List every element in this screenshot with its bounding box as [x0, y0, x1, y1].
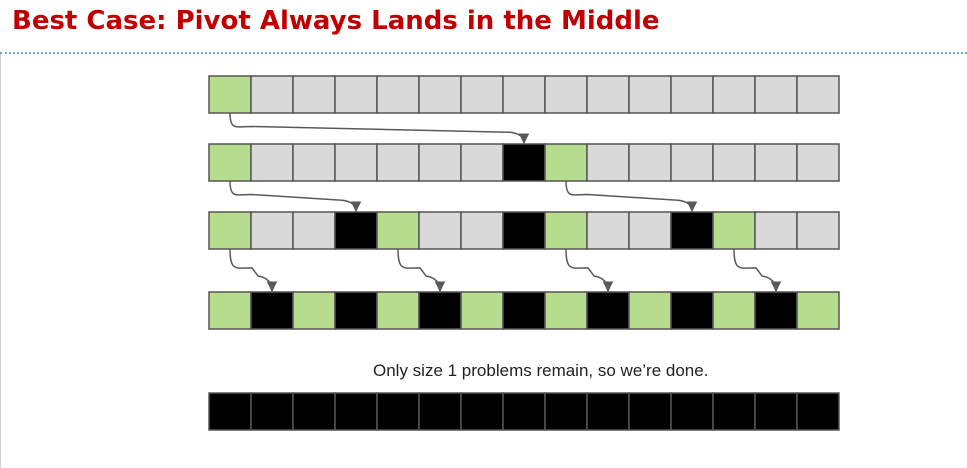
unsorted-cell — [418, 143, 462, 182]
unsorted-cell — [586, 143, 630, 182]
slide-left-border — [0, 54, 1, 468]
sorted-cell — [502, 143, 546, 182]
unsorted-cell — [712, 143, 756, 182]
unsorted-cell — [460, 75, 504, 114]
unsorted-cell — [628, 75, 672, 114]
recursion-arrow — [229, 112, 530, 145]
array-row-4 — [208, 291, 840, 330]
sorted-cell — [712, 392, 756, 431]
sorted-cell — [334, 392, 378, 431]
sorted-cell — [754, 392, 798, 431]
unsorted-cell — [250, 211, 294, 250]
sorted-cell — [628, 392, 672, 431]
unsorted-cell — [670, 75, 714, 114]
unsorted-cell — [670, 143, 714, 182]
unsorted-cell — [292, 75, 336, 114]
array-row-2 — [208, 143, 840, 182]
done-caption: Only size 1 problems remain, so we’re do… — [373, 361, 709, 380]
array-row-3 — [208, 211, 840, 250]
sorted-cell — [586, 392, 630, 431]
sorted-cell — [502, 291, 546, 330]
pivot-cell — [208, 211, 252, 250]
unsorted-cell — [754, 75, 798, 114]
unsorted-cell — [796, 75, 840, 114]
sorted-cell — [334, 211, 378, 250]
sorted-cell — [544, 392, 588, 431]
unsorted-cell — [796, 143, 840, 182]
page-title: Best Case: Pivot Always Lands in the Mid… — [12, 6, 660, 36]
array-row-1 — [208, 75, 840, 114]
pivot-cell — [208, 291, 252, 330]
pivot-cell — [628, 291, 672, 330]
sorted-cell — [418, 291, 462, 330]
unsorted-cell — [292, 143, 336, 182]
array-row-5 — [208, 392, 840, 431]
title-divider — [0, 52, 967, 54]
unsorted-cell — [754, 143, 798, 182]
pivot-cell — [376, 291, 420, 330]
recursion-arrows — [229, 112, 782, 293]
unsorted-cell — [796, 211, 840, 250]
sorted-cell — [460, 392, 504, 431]
unsorted-cell — [502, 75, 546, 114]
recursion-arrow — [229, 248, 278, 293]
unsorted-cell — [754, 211, 798, 250]
sorted-cell — [334, 291, 378, 330]
unsorted-cell — [712, 75, 756, 114]
unsorted-cell — [292, 211, 336, 250]
array-rows — [208, 75, 840, 431]
pivot-cell — [208, 143, 252, 182]
unsorted-cell — [376, 75, 420, 114]
pivot-cell — [376, 211, 420, 250]
unsorted-cell — [586, 211, 630, 250]
unsorted-cell — [250, 143, 294, 182]
recursion-arrow — [397, 248, 446, 293]
recursion-arrow — [229, 180, 362, 213]
sorted-cell — [502, 392, 546, 431]
pivot-cell — [208, 75, 252, 114]
pivot-cell — [712, 211, 756, 250]
unsorted-cell — [628, 143, 672, 182]
unsorted-cell — [418, 75, 462, 114]
sorted-cell — [376, 392, 420, 431]
sorted-cell — [250, 392, 294, 431]
pivot-cell — [544, 211, 588, 250]
sorted-cell — [796, 392, 840, 431]
pivot-cell — [712, 291, 756, 330]
pivot-cell — [292, 291, 336, 330]
unsorted-cell — [628, 211, 672, 250]
sorted-cell — [418, 392, 462, 431]
sorted-cell — [670, 291, 714, 330]
sorted-cell — [670, 211, 714, 250]
sorted-cell — [754, 291, 798, 330]
unsorted-cell — [418, 211, 462, 250]
sorted-cell — [502, 211, 546, 250]
pivot-cell — [544, 143, 588, 182]
sorted-cell — [292, 392, 336, 431]
sorted-cell — [208, 392, 252, 431]
unsorted-cell — [544, 75, 588, 114]
unsorted-cell — [460, 211, 504, 250]
unsorted-cell — [334, 75, 378, 114]
unsorted-cell — [250, 75, 294, 114]
unsorted-cell — [460, 143, 504, 182]
unsorted-cell — [334, 143, 378, 182]
pivot-cell — [796, 291, 840, 330]
unsorted-cell — [586, 75, 630, 114]
pivot-cell — [544, 291, 588, 330]
sorted-cell — [670, 392, 714, 431]
recursion-arrow — [565, 248, 614, 293]
pivot-cell — [460, 291, 504, 330]
sorted-cell — [250, 291, 294, 330]
recursion-arrow — [565, 180, 698, 213]
sorted-cell — [586, 291, 630, 330]
recursion-arrow — [733, 248, 782, 293]
unsorted-cell — [376, 143, 420, 182]
